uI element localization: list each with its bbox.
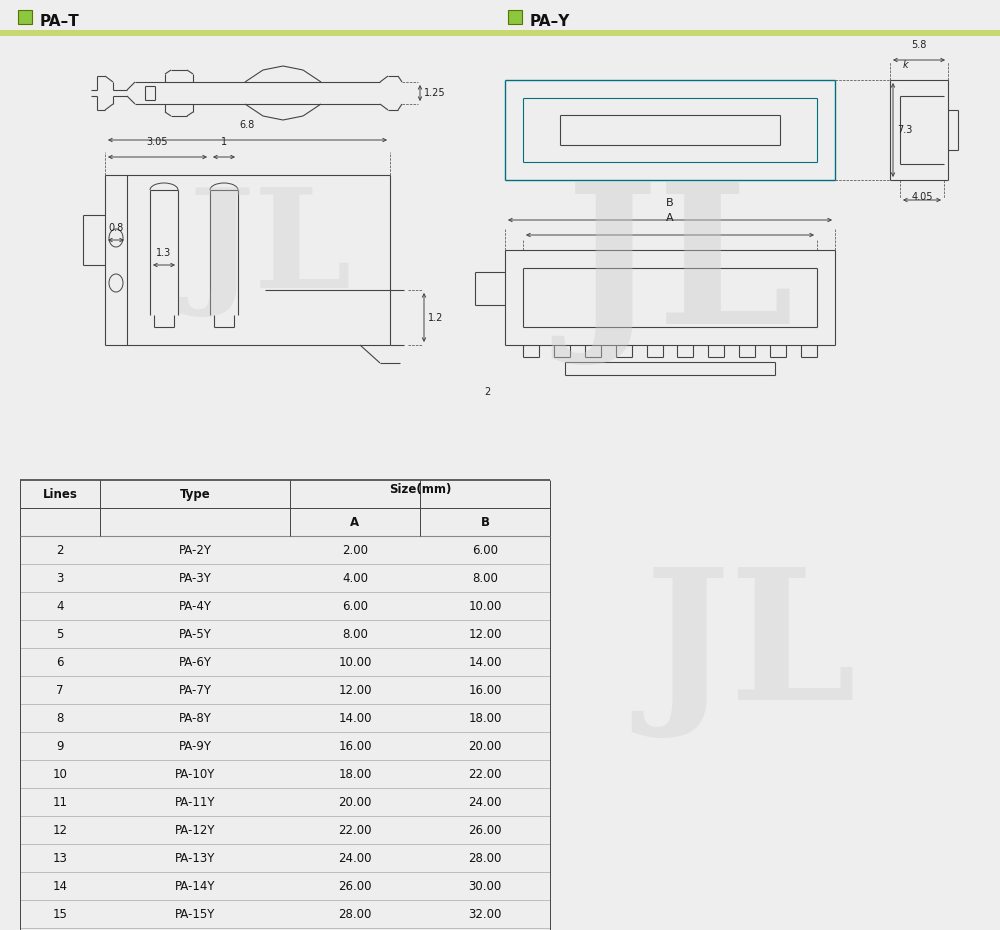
Text: Lines: Lines bbox=[43, 487, 77, 500]
Text: 30.00: 30.00 bbox=[468, 880, 502, 893]
Text: 2: 2 bbox=[56, 543, 64, 556]
Text: PA-12Y: PA-12Y bbox=[175, 823, 215, 836]
Text: 6.00: 6.00 bbox=[472, 543, 498, 556]
Text: 22.00: 22.00 bbox=[338, 823, 372, 836]
Text: B: B bbox=[480, 515, 490, 528]
Text: 6.00: 6.00 bbox=[342, 600, 368, 613]
Text: 10: 10 bbox=[53, 767, 67, 780]
Text: PA-14Y: PA-14Y bbox=[175, 880, 215, 893]
Text: 26.00: 26.00 bbox=[468, 823, 502, 836]
Text: 12: 12 bbox=[52, 823, 68, 836]
Text: 1.25: 1.25 bbox=[424, 88, 446, 98]
Text: A: A bbox=[666, 213, 674, 223]
Bar bbox=[18, 10, 32, 24]
Text: 5: 5 bbox=[56, 628, 64, 641]
Text: 13: 13 bbox=[53, 852, 67, 865]
Text: Size(mm): Size(mm) bbox=[389, 484, 451, 497]
Text: PA-3Y: PA-3Y bbox=[179, 572, 211, 584]
Text: PA-15Y: PA-15Y bbox=[175, 908, 215, 921]
Bar bbox=[0, 30, 1000, 36]
Text: PA-7Y: PA-7Y bbox=[178, 684, 212, 697]
Text: PA-4Y: PA-4Y bbox=[178, 600, 212, 613]
Text: 4.05: 4.05 bbox=[911, 192, 933, 202]
Text: 1.3: 1.3 bbox=[156, 248, 172, 258]
Text: 18.00: 18.00 bbox=[338, 767, 372, 780]
Text: 7: 7 bbox=[56, 684, 64, 697]
Text: 4.00: 4.00 bbox=[342, 572, 368, 584]
Text: 20.00: 20.00 bbox=[468, 739, 502, 752]
Text: 16.00: 16.00 bbox=[468, 684, 502, 697]
Text: 28.00: 28.00 bbox=[468, 852, 502, 865]
Text: PA-9Y: PA-9Y bbox=[178, 739, 212, 752]
Text: 12.00: 12.00 bbox=[338, 684, 372, 697]
Text: 10.00: 10.00 bbox=[468, 600, 502, 613]
Text: 4: 4 bbox=[56, 600, 64, 613]
Text: JL: JL bbox=[566, 176, 794, 365]
Text: 14.00: 14.00 bbox=[338, 711, 372, 724]
Text: 0.8: 0.8 bbox=[108, 223, 124, 233]
Text: JL: JL bbox=[188, 183, 352, 317]
Text: 10.00: 10.00 bbox=[338, 656, 372, 669]
Text: A: A bbox=[350, 515, 360, 528]
Text: 12.00: 12.00 bbox=[468, 628, 502, 641]
Text: 6.8: 6.8 bbox=[240, 120, 255, 130]
Text: k: k bbox=[903, 60, 909, 70]
Text: 2: 2 bbox=[484, 387, 490, 397]
Text: PA-10Y: PA-10Y bbox=[175, 767, 215, 780]
Text: 11: 11 bbox=[52, 795, 68, 808]
Text: 8.00: 8.00 bbox=[472, 572, 498, 584]
Text: B: B bbox=[666, 198, 674, 208]
Text: PA-13Y: PA-13Y bbox=[175, 852, 215, 865]
Text: PA-5Y: PA-5Y bbox=[179, 628, 211, 641]
Text: JL: JL bbox=[644, 562, 856, 738]
Text: PA–Y: PA–Y bbox=[530, 14, 570, 29]
Text: 1: 1 bbox=[221, 137, 227, 147]
Text: 8.00: 8.00 bbox=[342, 628, 368, 641]
Text: 15: 15 bbox=[53, 908, 67, 921]
Text: 18.00: 18.00 bbox=[468, 711, 502, 724]
Text: 26.00: 26.00 bbox=[338, 880, 372, 893]
Text: 3.05: 3.05 bbox=[147, 137, 168, 147]
Text: PA–T: PA–T bbox=[40, 14, 80, 29]
Text: 28.00: 28.00 bbox=[338, 908, 372, 921]
Text: 5.8: 5.8 bbox=[911, 40, 927, 50]
Text: 8: 8 bbox=[56, 711, 64, 724]
Text: 32.00: 32.00 bbox=[468, 908, 502, 921]
Text: 3: 3 bbox=[56, 572, 64, 584]
Text: 2.00: 2.00 bbox=[342, 543, 368, 556]
Text: 22.00: 22.00 bbox=[468, 767, 502, 780]
Text: 7.3: 7.3 bbox=[897, 125, 912, 135]
Text: 6: 6 bbox=[56, 656, 64, 669]
Text: PA-11Y: PA-11Y bbox=[175, 795, 215, 808]
Text: 9: 9 bbox=[56, 739, 64, 752]
Text: 14.00: 14.00 bbox=[468, 656, 502, 669]
Text: 14: 14 bbox=[52, 880, 68, 893]
Text: 16.00: 16.00 bbox=[338, 739, 372, 752]
Text: Type: Type bbox=[180, 487, 210, 500]
Bar bbox=[508, 10, 522, 24]
Text: PA-6Y: PA-6Y bbox=[178, 656, 212, 669]
Text: 24.00: 24.00 bbox=[338, 852, 372, 865]
Text: PA-8Y: PA-8Y bbox=[179, 711, 211, 724]
Text: 20.00: 20.00 bbox=[338, 795, 372, 808]
Text: PA-2Y: PA-2Y bbox=[178, 543, 212, 556]
Text: 1.2: 1.2 bbox=[428, 312, 443, 323]
Text: 24.00: 24.00 bbox=[468, 795, 502, 808]
